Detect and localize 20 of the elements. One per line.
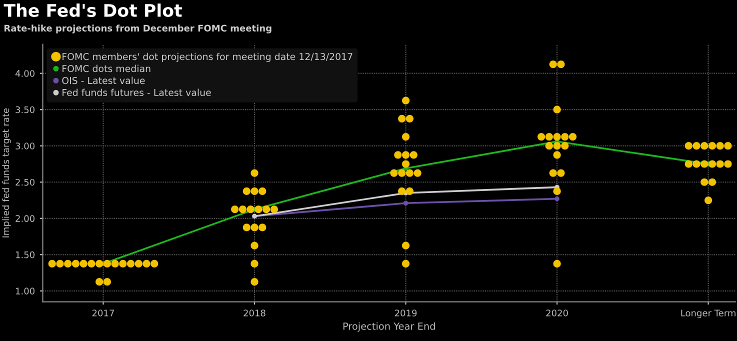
x-tick-label: Longer Term <box>681 310 736 318</box>
y-tick-label: 1.50 <box>16 251 35 258</box>
legend-label: FOMC dots median <box>62 64 150 72</box>
legend-label: OIS - Latest value <box>62 76 145 84</box>
y-axis-title: Implied fed funds target rate <box>2 108 11 238</box>
y-tick-label: 3.00 <box>16 142 35 150</box>
legend-label: FOMC members' dot projections for meeting date 12/13/2017 <box>62 52 352 62</box>
y-tick-label: 4.00 <box>15 70 35 77</box>
y-tick-label: 3.50 <box>16 106 35 114</box>
x-tick-label: 2019 <box>394 310 417 316</box>
x-axis-title: Projection Year End <box>343 322 435 332</box>
chart-title: The Fed's Dot Plot <box>4 4 182 17</box>
x-tick-label: 2020 <box>546 310 568 316</box>
x-tick-label: 2017 <box>92 310 114 316</box>
x-tick-label: 2018 <box>244 310 266 316</box>
y-tick-label: 2.00 <box>16 215 35 222</box>
legend-label: Fed funds futures - Latest value <box>62 88 211 96</box>
y-tick-label: 1.00 <box>16 288 35 294</box>
y-tick-label: 2.50 <box>16 178 35 186</box>
chart-subtitle: Rate-hike projections from December FOMC meeting <box>4 24 272 34</box>
